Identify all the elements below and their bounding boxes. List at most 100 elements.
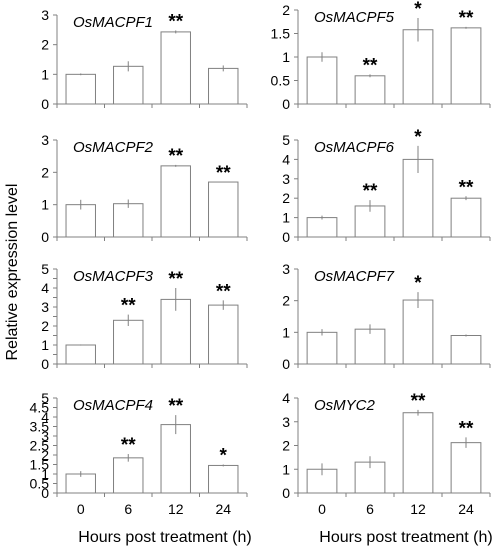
y-tick-label: 4 — [41, 280, 49, 296]
y-tick-label: 5 — [41, 390, 49, 406]
y-tick-label: 5 — [282, 132, 290, 148]
y-tick-label: 0 — [41, 356, 49, 372]
panel-title: OsMACPF5 — [314, 9, 395, 26]
significance-mark: ** — [363, 181, 378, 202]
x-tick-label: 0 — [318, 501, 326, 517]
y-tick-label: 4 — [282, 390, 290, 406]
chart-panel: 0 1 2 3 4 5 ** ** ** OsMACPF3 — [41, 261, 248, 372]
panel-title: OsMACPF7 — [314, 268, 395, 285]
bar — [208, 304, 239, 365]
y-tick-label: 0 — [41, 485, 49, 501]
y-tick-label: 3 — [282, 414, 290, 430]
significance-mark: ** — [411, 391, 426, 412]
significance-mark: ** — [168, 269, 183, 290]
chart-panel: 0 1 2 3 * OsMACPF7 — [282, 261, 491, 372]
bar — [65, 344, 96, 365]
significance-mark: * — [220, 446, 228, 467]
y-tick-label: 3 — [41, 428, 49, 444]
bar — [354, 328, 386, 365]
bar — [208, 67, 239, 105]
y-tick-label: 1 — [282, 461, 290, 477]
x-tick-label: 0 — [77, 501, 85, 517]
x-axis-title-left: Hours post treatment (h) — [78, 529, 251, 546]
significance-mark: ** — [363, 55, 378, 76]
bar — [402, 299, 434, 365]
significance-mark: ** — [121, 435, 136, 456]
y-tick-label: 0 — [282, 96, 290, 112]
x-tick-label: 24 — [215, 501, 231, 517]
bar — [65, 73, 96, 105]
bar — [113, 319, 144, 365]
bar — [113, 457, 144, 494]
panel-title: OsMACPF4 — [73, 397, 153, 414]
bar — [450, 27, 482, 105]
y-tick-label: 2 — [41, 164, 49, 180]
y-tick-label: 3 — [282, 261, 290, 277]
significance-mark: * — [414, 273, 422, 294]
y-tick-label: 0 — [41, 96, 49, 112]
bar — [450, 442, 482, 494]
bar — [450, 197, 482, 238]
y-tick-label: 0 — [282, 356, 290, 372]
bar — [208, 181, 239, 238]
panel-title: OsMACPF1 — [73, 14, 153, 31]
bar — [113, 203, 144, 238]
y-tick-label: 1 — [282, 210, 290, 226]
significance-mark: ** — [121, 296, 136, 317]
y-tick-label: 2 — [41, 447, 49, 463]
significance-mark: ** — [459, 418, 474, 439]
y-tick-label: 4 — [41, 409, 49, 425]
y-tick-label: 0.5 — [30, 476, 50, 492]
y-tick-label: 3.5 — [30, 419, 50, 435]
y-tick-label: 3 — [41, 7, 49, 23]
y-tick-label: 1 — [41, 466, 49, 482]
bar — [160, 424, 191, 494]
y-tick-label: 5 — [41, 261, 49, 277]
y-tick-label: 2 — [41, 318, 49, 334]
x-tick-label: 24 — [458, 501, 474, 517]
panel-title: OsMACPF2 — [73, 139, 154, 156]
y-tick-label: 1.5 — [30, 457, 50, 473]
bar — [402, 29, 434, 105]
significance-mark: ** — [168, 11, 183, 32]
x-axis-title-right: Hours post treatment (h) — [319, 529, 492, 546]
y-axis-title: Relative expression level — [4, 184, 21, 361]
y-tick-label: 3 — [282, 171, 290, 187]
x-tick-label: 6 — [366, 501, 374, 517]
y-tick-label: 1 — [41, 66, 49, 82]
y-tick-label: 4 — [282, 151, 290, 167]
y-tick-label: 1 — [282, 324, 290, 340]
bar — [65, 204, 96, 238]
bar — [113, 65, 144, 105]
y-tick-label: 1 — [282, 49, 290, 65]
y-tick-label: 2 — [282, 2, 290, 18]
y-tick-label: 1 — [41, 197, 49, 213]
panel-title: OsMACPF6 — [314, 139, 395, 156]
significance-mark: ** — [168, 146, 183, 167]
significance-mark: ** — [216, 163, 231, 184]
y-tick-label: 4.5 — [30, 400, 50, 416]
significance-mark: ** — [168, 396, 183, 417]
significance-mark: ** — [459, 177, 474, 198]
x-tick-label: 12 — [168, 501, 184, 517]
y-tick-label: 2.5 — [30, 438, 50, 454]
bar — [160, 31, 191, 105]
y-tick-label: 0 — [41, 229, 49, 245]
y-tick-label: 2 — [282, 190, 290, 206]
chart-panel: 00.511.52*** **OsMACPF5 — [271, 0, 491, 112]
bar — [306, 56, 338, 105]
significance-mark: * — [414, 0, 422, 20]
bar — [402, 412, 434, 494]
significance-mark: ** — [216, 281, 231, 302]
panel-title: OsMACPF3 — [73, 268, 154, 285]
bar — [306, 331, 338, 365]
bar — [208, 464, 239, 494]
x-tick-label: 6 — [124, 501, 132, 517]
panel-title: OsMYC2 — [314, 397, 376, 414]
y-tick-label: 1 — [41, 337, 49, 353]
